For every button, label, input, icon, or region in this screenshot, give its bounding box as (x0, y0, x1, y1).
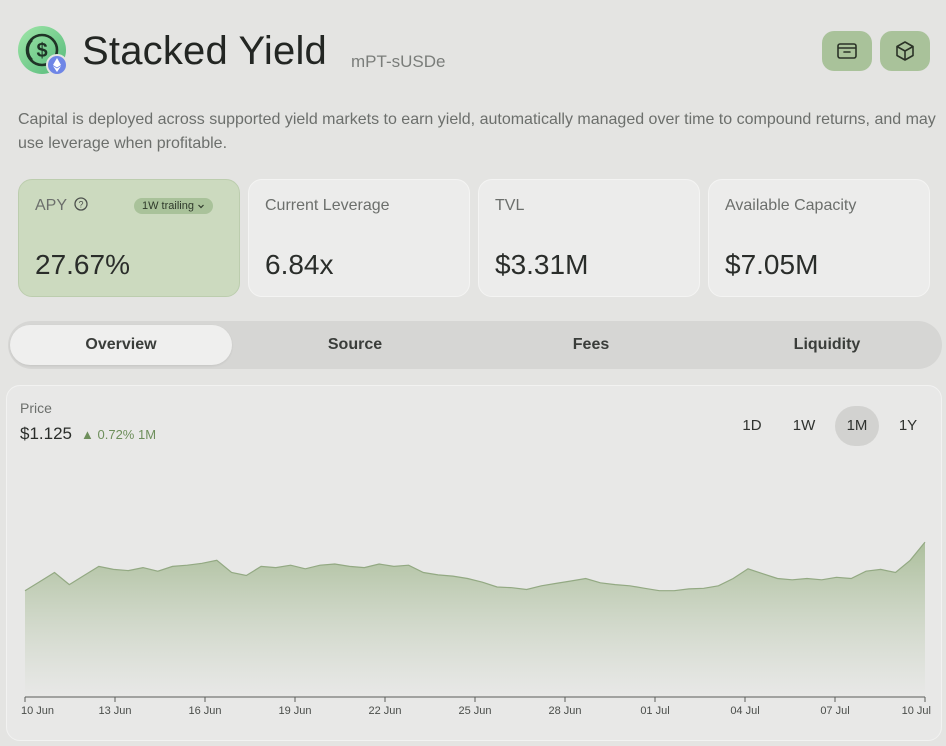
price-label: Price (20, 400, 52, 416)
price-area-fill (25, 542, 925, 697)
range-1w-button[interactable]: 1W (792, 417, 816, 434)
ethereum-icon (46, 54, 68, 76)
tab-fees[interactable]: Fees (572, 336, 610, 353)
wallet-icon (837, 43, 857, 59)
x-tick-label: 10 Jul (902, 705, 931, 717)
x-tick-label: 28 Jun (548, 705, 581, 717)
tab-liquidity[interactable]: Liquidity (793, 336, 861, 353)
capacity-label: Available Capacity (725, 197, 857, 214)
leverage-card: Current Leverage 6.84x (248, 179, 470, 297)
tvl-value: $3.31M (495, 249, 589, 280)
x-tick-label: 25 Jun (458, 705, 491, 717)
apy-card: APY ? 1W trailing 27.67% (18, 179, 240, 297)
x-tick-label: 10 Jun (21, 705, 54, 717)
tab-overview[interactable]: Overview (10, 325, 232, 365)
price-series-line (24, 541, 926, 592)
price-value: $1.125 (20, 424, 72, 443)
x-tick-label: 04 Jul (730, 705, 759, 717)
tvl-card: TVL $3.31M (478, 179, 700, 297)
chevron-down-icon (198, 204, 204, 209)
capacity-card: Available Capacity $7.05M (708, 179, 930, 297)
tvl-label: TVL (495, 197, 525, 214)
x-tick-label: 19 Jun (278, 705, 311, 717)
x-tick-label: 13 Jun (98, 705, 131, 717)
x-axis-ticks: 10 Jun 13 Jun 16 Jun 19 Jun 22 Jun 25 Jun 28 J… (21, 697, 931, 717)
price-area-chart: 10 Jun 13 Jun 16 Jun 19 Jun 22 Jun 25 Jun 28 J… (21, 541, 931, 717)
leverage-label: Current Leverage (265, 197, 390, 214)
price-change-text: 0.72% 1M (97, 427, 157, 442)
apy-period-select[interactable]: 1W trailing (134, 198, 213, 214)
leverage-value: 6.84x (265, 249, 334, 280)
cube-icon (896, 41, 914, 61)
range-1y-button[interactable]: 1Y (898, 417, 918, 434)
price-chart-panel: Price $1.125 ▲ 0.72% 1M 1D 1W 1M 1Y 10 J… (6, 385, 942, 741)
range-1d-button[interactable]: 1D (742, 417, 762, 434)
range-1m-button[interactable]: 1M (835, 406, 879, 446)
triangle-up-icon: ▲ (81, 427, 94, 442)
apy-label: APY (35, 197, 68, 214)
price-change: ▲ 0.72% 1M (81, 427, 156, 442)
tab-source[interactable]: Source (327, 336, 383, 353)
apy-period-label: 1W trailing (142, 200, 194, 212)
section-tabs: Overview Source Fees Liquidity (8, 321, 942, 369)
vault-token-symbol: mPT-sUSDe (351, 52, 446, 71)
wallet-button[interactable] (822, 31, 872, 71)
question-circle-icon[interactable]: ? (74, 197, 88, 211)
apy-value: 27.67% (35, 249, 130, 280)
vault-description: Capital is deployed across supported yie… (18, 111, 936, 152)
capacity-value: $7.05M (725, 249, 819, 280)
x-tick-label: 16 Jun (188, 705, 221, 717)
page-title: Stacked Yield (82, 29, 327, 73)
contract-button[interactable] (880, 31, 930, 71)
svg-text:$: $ (36, 40, 47, 62)
x-tick-label: 07 Jul (820, 705, 849, 717)
svg-text:?: ? (78, 200, 83, 210)
x-tick-label: 01 Jul (640, 705, 669, 717)
x-tick-label: 22 Jun (368, 705, 401, 717)
vault-header: $ Stacked Yield mPT-sUSDe (18, 26, 930, 78)
